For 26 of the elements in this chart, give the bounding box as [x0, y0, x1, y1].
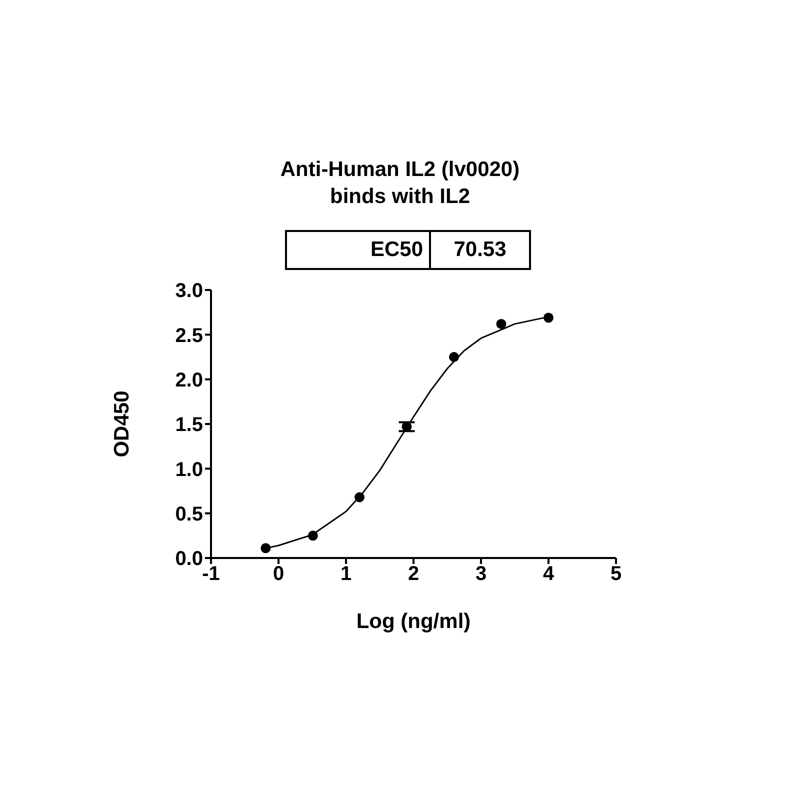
y-tick-label: 1.0 [175, 458, 203, 481]
x-tick-label: -1 [202, 563, 220, 586]
y-tick-label: 2.0 [175, 369, 203, 392]
x-tick-label: 3 [475, 563, 487, 586]
text: EC50 [369, 237, 424, 263]
point [496, 318, 506, 329]
point [449, 352, 459, 362]
point [544, 312, 554, 323]
y-tick-label: 1.5 [175, 414, 203, 436]
y-tick-label: 0.5 [175, 503, 203, 526]
point [308, 530, 318, 541]
x-tick-label: 0 [272, 563, 284, 586]
x-tick-label: 2 [408, 563, 420, 586]
y-tick-label: 2.5 [175, 324, 203, 347]
y-tick-label: 0.0 [175, 548, 203, 570]
point [260, 543, 271, 554]
y-axis-title: OD450 [110, 390, 134, 458]
y-tick-label: 3.0 [175, 280, 203, 302]
point [402, 422, 412, 432]
x-tick-label: 5 [610, 563, 622, 586]
x-tick-label: 1 [340, 563, 352, 586]
x-tick-label: 4 [542, 563, 555, 586]
chart-title: Anti-Human IL2 (lv0020) binds with IL2 [279, 157, 521, 210]
point [354, 492, 364, 502]
text: 70.53 [429, 232, 529, 268]
x-axis-title: Log (ng/ml) [356, 610, 471, 633]
